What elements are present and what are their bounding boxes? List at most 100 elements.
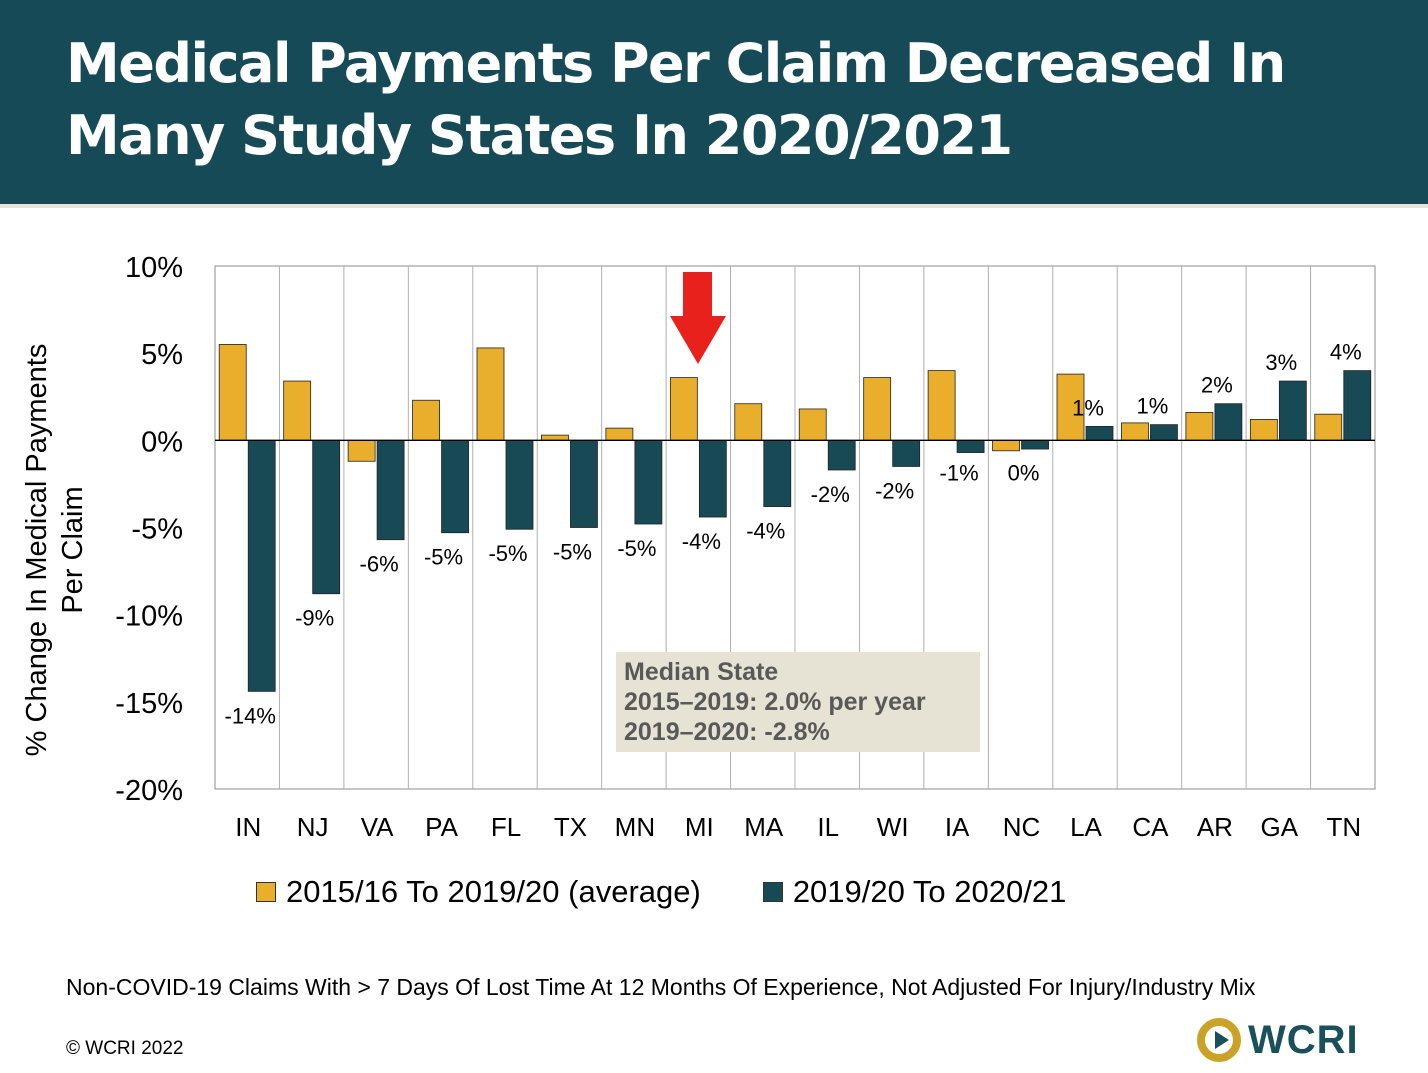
header-divider	[0, 204, 1428, 208]
data-label: 3%	[1265, 350, 1297, 375]
legend-label-series-2: 2019/20 To 2020/21	[792, 874, 1067, 909]
data-label: -9%	[295, 606, 334, 631]
data-label: -2%	[875, 478, 914, 503]
x-tick-label: PA	[425, 812, 458, 842]
bar-series-1	[927, 370, 956, 441]
y-tick-label: -15%	[115, 688, 183, 720]
bar-series-1	[669, 377, 698, 441]
bar-series-2	[1085, 425, 1114, 441]
bar-series-2	[827, 439, 856, 471]
bar-series-1	[1121, 422, 1149, 441]
annotation-title: Median State	[624, 658, 779, 686]
title-line-2: Many Study States In 2020/2021	[66, 104, 1013, 167]
legend-swatch-series-1	[256, 882, 276, 902]
data-label: 1%	[1072, 395, 1104, 420]
median-state-annotation: Median State 2015–2019: 2.0% per year 20…	[616, 652, 980, 752]
bar-series-2	[1150, 424, 1178, 441]
data-label: -5%	[424, 545, 463, 570]
data-label: -4%	[746, 519, 785, 544]
bar-series-1	[1249, 419, 1278, 441]
y-tick-label: -10%	[115, 601, 183, 633]
bar-series-1	[541, 434, 569, 441]
bar-series-2	[1021, 439, 1049, 450]
header-banner: Medical Payments Per Claim Decreased In …	[0, 0, 1428, 204]
bar-series-1	[412, 399, 440, 441]
bar-series-1	[218, 344, 247, 441]
bar-series-2	[698, 439, 727, 518]
x-tick-label: IL	[817, 812, 839, 842]
data-label: -4%	[682, 529, 721, 554]
bar-series-1	[1314, 413, 1343, 441]
y-tick-label: -5%	[131, 514, 183, 546]
bar-series-2	[441, 439, 469, 534]
footnote: Non-COVID-19 Claims With > 7 Days Of Los…	[66, 974, 1256, 1000]
x-tick-label: MI	[685, 812, 714, 842]
legend-item-series-2: 2019/20 To 2020/21	[762, 874, 1067, 910]
x-tick-label: LA	[1070, 812, 1102, 842]
x-tick-label: WI	[877, 812, 909, 842]
y-tick-label: 0%	[141, 426, 183, 458]
x-tick-label: CA	[1132, 812, 1169, 842]
bar-series-1	[1185, 412, 1214, 441]
legend-item-series-1: 2015/16 To 2019/20 (average)	[256, 874, 701, 910]
data-label: 4%	[1330, 340, 1362, 365]
y-axis-label-line-1: % Change In Medical Payments	[21, 344, 53, 757]
chart-legend: 2015/16 To 2019/20 (average) 2019/20 To …	[256, 872, 1128, 912]
data-label: -2%	[811, 482, 850, 507]
page-title: Medical Payments Per Claim Decreased In …	[66, 28, 1366, 172]
data-label: -6%	[360, 552, 399, 577]
x-tick-label: NC	[1003, 812, 1041, 842]
bar-series-2	[570, 439, 598, 528]
y-tick-label: 10%	[125, 252, 183, 284]
wcri-logo-mark-icon	[1197, 1018, 1241, 1062]
bar-series-1	[798, 408, 827, 441]
legend-swatch-series-2	[762, 882, 783, 902]
bar-series-2	[312, 439, 341, 595]
x-tick-label: MA	[744, 812, 784, 842]
data-label: -5%	[488, 541, 527, 566]
highlight-arrow-icon	[670, 272, 726, 364]
x-tick-label: FL	[491, 812, 521, 842]
x-tick-label: MN	[615, 812, 655, 842]
bar-series-2	[892, 439, 921, 467]
wcri-logo: WCRI	[1196, 1016, 1366, 1064]
data-label: -14%	[225, 703, 276, 728]
y-tick-label: 5%	[141, 339, 183, 371]
bar-series-1	[1056, 373, 1085, 441]
data-label: 2%	[1201, 373, 1233, 398]
data-label: 1%	[1137, 394, 1169, 419]
x-tick-label: VA	[361, 812, 394, 842]
x-tick-label: IN	[235, 812, 261, 842]
bar-series-1	[992, 439, 1020, 452]
bar-series-2	[956, 439, 985, 453]
data-label: -5%	[553, 540, 592, 565]
annotation-line-2015-2019: 2015–2019: 2.0% per year	[624, 688, 926, 716]
bar-series-2	[1343, 370, 1372, 441]
bar-series-1	[476, 347, 505, 441]
bar-series-2	[763, 439, 792, 507]
y-tick-label: -20%	[115, 775, 183, 807]
data-label: -5%	[617, 536, 656, 561]
x-tick-label: NJ	[297, 812, 329, 842]
data-label: -1%	[940, 460, 979, 485]
bar-series-2	[505, 439, 534, 530]
bar-series-1	[863, 377, 892, 441]
x-tick-label: GA	[1261, 812, 1299, 842]
bar-series-2	[634, 439, 663, 525]
bar-series-2	[247, 439, 276, 692]
bar-series-2	[376, 439, 405, 541]
x-tick-label: TX	[554, 812, 587, 842]
annotation-line-2019-2020: 2019–2020: -2.8%	[624, 718, 830, 746]
bar-series-2	[1278, 380, 1307, 441]
y-axis-label-line-2: Per Claim	[57, 486, 89, 613]
bar-series-1	[347, 439, 376, 462]
bar-series-2	[1214, 403, 1243, 441]
data-label: 0%	[1008, 460, 1040, 485]
title-line-1: Medical Payments Per Claim Decreased In	[66, 32, 1286, 95]
bar-series-1	[605, 427, 634, 441]
x-tick-label: TN	[1326, 812, 1361, 842]
bar-series-1	[734, 403, 763, 441]
bar-series-1	[283, 380, 312, 441]
x-tick-label: IA	[945, 812, 970, 842]
